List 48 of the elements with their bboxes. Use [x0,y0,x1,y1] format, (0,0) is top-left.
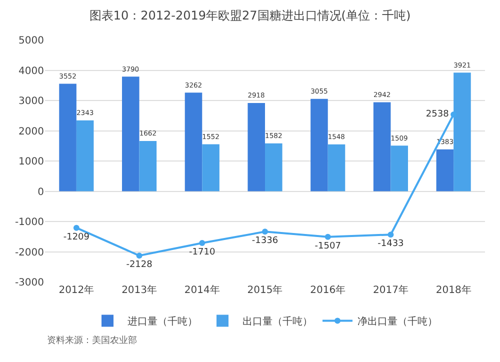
y-tick-label: 1000 [18,156,44,168]
point [324,234,331,240]
y-tick-label: 3000 [18,96,44,107]
bar [248,102,265,192]
y-tick-label: -1000 [14,217,44,228]
bar [436,149,454,192]
x-tick-label: 2015年 [247,284,283,296]
point [73,224,80,231]
point [450,111,457,118]
bar [122,76,140,192]
bar [184,92,202,192]
point [262,228,268,235]
x-tick-label: 2016年 [310,284,346,296]
y-tick-label: 2000 [18,126,44,138]
data-label: -2128 [126,260,153,270]
data-label: -1209 [63,232,90,242]
bar [76,120,94,192]
x-tick-label: 2012年 [58,284,94,296]
bar [59,84,76,192]
text: 资料来源：美国农业部 [47,335,137,346]
x-tick-label: 2017年 [372,284,408,296]
y-tick-label: 5000 [18,36,44,46]
legend-label: 进口量（千吨） [128,316,198,328]
point [199,240,206,246]
y-tick-label: -3000 [14,278,44,288]
bar [265,143,282,192]
legend-label: 出口量（千吨） [242,316,312,328]
data-label: -1710 [189,247,216,258]
chart-title: 图表10：2012-2019年欧盟27国糖进出口情况(单位：千吨) [89,8,411,22]
data-label: -1433 [378,239,404,250]
legend-label: 净出口量（千吨） [358,316,438,328]
point [388,232,394,238]
bar [328,144,346,192]
bar [202,144,220,192]
data-label: -1336 [252,236,278,246]
x-tick-label: 2014年 [184,284,220,296]
x-tick-label: 2013年 [122,284,158,296]
bar [310,98,328,192]
y-tick-label: 4000 [18,66,44,77]
bar [373,102,391,192]
y-tick-label: -2000 [14,247,44,258]
bar [390,146,408,192]
data-label: -1507 [314,241,341,252]
data-label: 2538 [426,110,450,120]
bar [139,140,157,192]
y-tick-label: 0 [38,186,44,198]
x-tick-label: 2018年 [436,284,472,296]
point [136,252,142,259]
